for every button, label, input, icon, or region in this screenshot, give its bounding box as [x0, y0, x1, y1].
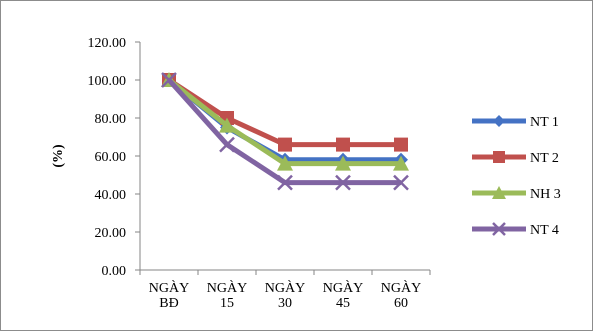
- data-point: [161, 72, 177, 88]
- data-point: [335, 174, 351, 191]
- x-tick-label: 60: [394, 296, 408, 311]
- y-tick-label: 40.00: [95, 188, 127, 203]
- series-4: [161, 72, 409, 191]
- x-marker-stroke: [161, 72, 177, 88]
- y-tick-label: 0.00: [102, 264, 127, 279]
- data-point: [219, 117, 235, 133]
- series-layer: [161, 72, 409, 191]
- y-axis-title: (%): [51, 144, 66, 168]
- data-point: [277, 174, 293, 191]
- legend-label: NH 3: [530, 187, 561, 202]
- legend-marker: [492, 186, 506, 199]
- x-tick-label: BĐ: [159, 296, 178, 311]
- data-point: [277, 155, 293, 171]
- x-marker-stroke: [277, 174, 293, 191]
- legend-marker: [492, 222, 506, 236]
- x-marker-stroke: [219, 136, 235, 153]
- legend-marker: [493, 115, 505, 127]
- x-tick-label: 30: [278, 296, 292, 311]
- legend-label: NT 4: [530, 223, 559, 238]
- data-point: [393, 155, 409, 171]
- legend-marker: [493, 151, 505, 163]
- y-tick-label: 20.00: [95, 226, 127, 241]
- x-tick-label: NGÀY: [149, 279, 189, 296]
- legend: NT 1 NT 2 NH 3 NT 4: [472, 115, 561, 238]
- data-point: [394, 137, 408, 152]
- y-axis: 0.00 20.00 40.00 60.00 80.00 100.00 120.00: [88, 36, 141, 279]
- legend-item: NT 1: [472, 115, 559, 130]
- data-point: [336, 137, 350, 152]
- y-tick-label: 80.00: [95, 112, 127, 127]
- y-tick-label: 60.00: [95, 150, 127, 165]
- data-point: [219, 136, 235, 153]
- y-tick-label: 100.00: [88, 74, 127, 89]
- legend-label: NT 1: [530, 115, 559, 130]
- data-point: [393, 174, 409, 191]
- x-tick-label: NGÀY: [265, 279, 305, 296]
- legend-item: NT 2: [472, 151, 559, 166]
- x-tick-label: 45: [336, 296, 350, 311]
- x-marker-stroke: [393, 174, 409, 191]
- legend-item: NT 4: [472, 222, 559, 238]
- x-tick-label: NGÀY: [323, 279, 363, 296]
- x-marker-stroke: [492, 222, 506, 236]
- legend-label: NT 2: [530, 151, 559, 166]
- legend-item: NH 3: [472, 186, 561, 202]
- data-point: [278, 137, 292, 152]
- data-point: [335, 155, 351, 171]
- x-marker-stroke: [335, 174, 351, 191]
- x-tick-label: NGÀY: [381, 279, 421, 296]
- x-tick-label: NGÀY: [207, 279, 247, 296]
- y-tick-label: 120.00: [88, 36, 127, 51]
- x-tick-label: 15: [220, 296, 234, 311]
